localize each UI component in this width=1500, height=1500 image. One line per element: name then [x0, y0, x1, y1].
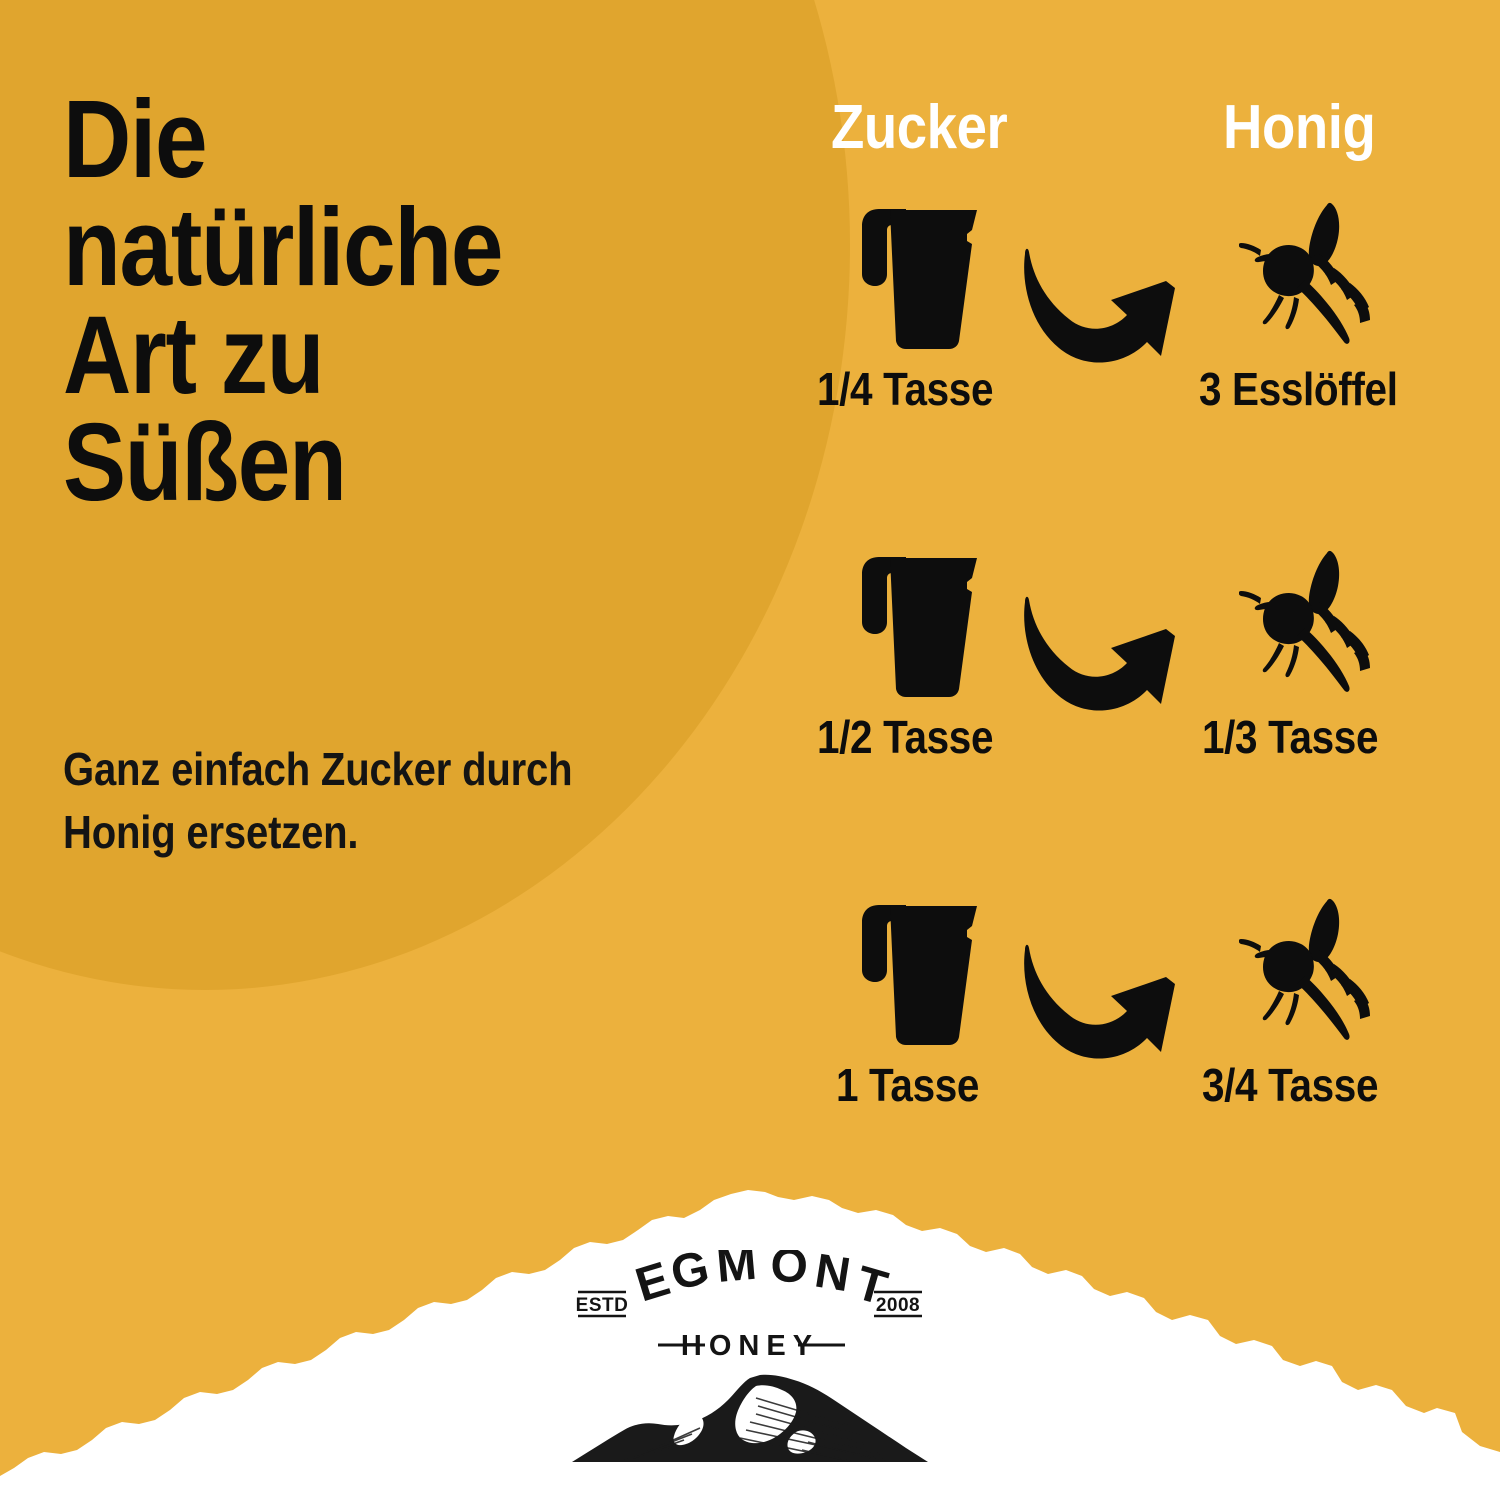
- sugar-cell: 1/2 Tasse: [817, 540, 1021, 760]
- headline-block: Die natürliche Art zu Süßen: [63, 78, 683, 525]
- page-title: Die natürliche Art zu Süßen: [63, 78, 503, 525]
- table-row: 1/2 Tasse: [805, 540, 1445, 888]
- page-subtitle: Ganz einfach Zucker durch Honig ersetzen…: [63, 743, 573, 859]
- sugar-amount: 1 Tasse: [835, 1059, 979, 1111]
- honey-cell: 3 Esslöffel: [1199, 192, 1405, 412]
- brand-wordmark: E G M O N T: [630, 1250, 893, 1316]
- year-badge: 2008: [874, 1290, 922, 1318]
- svg-text:G: G: [666, 1250, 714, 1301]
- sugar-amount: 1/4 Tasse: [816, 363, 994, 415]
- column-header-sugar: Zucker: [831, 93, 1008, 162]
- measuring-cup-icon: [821, 540, 1021, 708]
- honey-amount: 3 Esslöffel: [1199, 363, 1398, 415]
- curved-arrow-icon: [1015, 926, 1205, 1076]
- svg-text:O: O: [770, 1250, 809, 1293]
- svg-text:HONEY: HONEY: [681, 1330, 819, 1362]
- sugar-amount: 1/2 Tasse: [816, 711, 994, 763]
- mountain-icon: [572, 1374, 928, 1462]
- measuring-cup-icon: [821, 888, 1021, 1056]
- estd-badge: ESTD: [576, 1290, 629, 1318]
- brand-logo: ESTD 2008 E G M O N T: [0, 1250, 1500, 1500]
- conversion-table: Zucker Honig 1/4 Tasse: [805, 92, 1445, 1236]
- bee-icon: [1205, 540, 1405, 708]
- svg-text:N: N: [811, 1250, 854, 1302]
- measuring-cup-icon: [821, 192, 1021, 360]
- sugar-cell: 1 Tasse: [821, 888, 1021, 1108]
- curved-arrow-icon: [1015, 230, 1205, 380]
- honey-cell: 1/3 Tasse: [1201, 540, 1405, 763]
- svg-text:M: M: [714, 1250, 758, 1293]
- honey-amount: 3/4 Tasse: [1201, 1059, 1379, 1111]
- bee-icon: [1205, 888, 1405, 1056]
- product-wordmark: HONEY: [658, 1330, 845, 1362]
- svg-text:ESTD: ESTD: [576, 1295, 629, 1316]
- sugar-cell: 1/4 Tasse: [817, 192, 1021, 412]
- curved-arrow-icon: [1015, 578, 1205, 728]
- honey-amount: 1/3 Tasse: [1201, 711, 1379, 763]
- conversion-table-header: Zucker Honig: [805, 92, 1445, 192]
- honey-cell: 3/4 Tasse: [1201, 888, 1405, 1111]
- bee-icon: [1205, 192, 1405, 360]
- table-row: 1/4 Tasse: [805, 192, 1445, 540]
- svg-text:2008: 2008: [876, 1295, 920, 1316]
- column-header-honey: Honig: [1223, 93, 1376, 162]
- table-row: 1 Tasse: [805, 888, 1445, 1236]
